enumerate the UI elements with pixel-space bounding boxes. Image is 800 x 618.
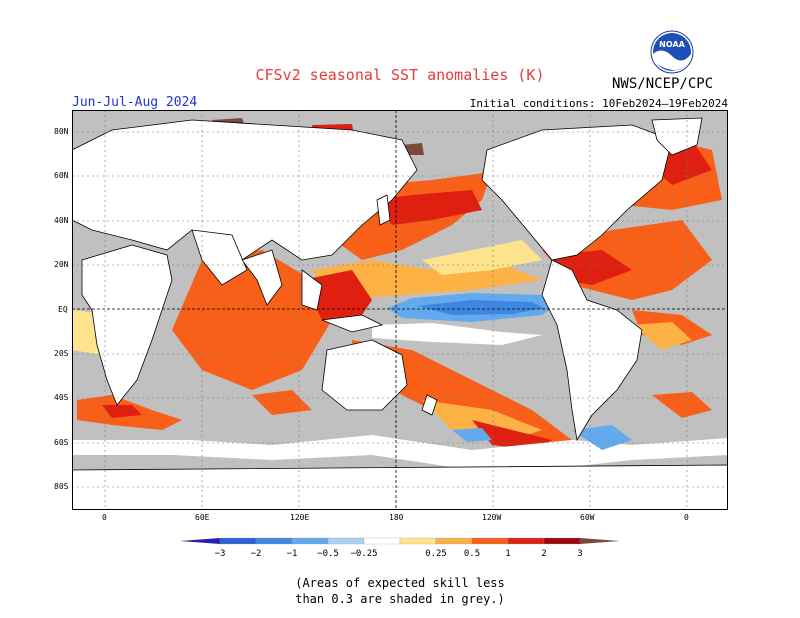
colorbar-segment bbox=[327, 537, 365, 545]
lat-label-40s: 40S bbox=[54, 393, 69, 402]
equator-dateline bbox=[72, 110, 728, 510]
colorbar-tick-label: 2 bbox=[541, 549, 546, 559]
colorbar-tick-label: 0.5 bbox=[464, 549, 480, 559]
lon-label-120e: 120E bbox=[290, 513, 310, 522]
colorbar-segment bbox=[219, 537, 257, 545]
noaa-logo: NOAA bbox=[650, 30, 694, 74]
lon-label-0-east: 0 bbox=[684, 513, 689, 522]
colorbar-segment bbox=[399, 537, 437, 545]
continents bbox=[72, 117, 728, 510]
colorbar-segment bbox=[580, 538, 620, 544]
initial-conditions: Initial conditions: 10Feb2024–19Feb2024 bbox=[469, 97, 728, 110]
colorbar-tick-label: −2 bbox=[251, 549, 262, 559]
lat-label-80n: 80N bbox=[54, 127, 69, 136]
colorbar-tick-label: −3 bbox=[215, 549, 226, 559]
colorbar-segment bbox=[471, 537, 509, 545]
lat-label-20s: 20S bbox=[54, 349, 69, 358]
skill-note-line2: than 0.3 are shaded in grey.) bbox=[295, 592, 505, 606]
colorbar-tick-label: −0.25 bbox=[350, 549, 377, 559]
colorbar-tick-label: 0.25 bbox=[425, 549, 447, 559]
map-title: CFSv2 seasonal SST anomalies (K) bbox=[255, 66, 545, 84]
colorbar-tick-label: −1 bbox=[287, 549, 298, 559]
season-label: Jun-Jul-Aug 2024 bbox=[72, 95, 198, 110]
lon-label-60e: 60E bbox=[195, 513, 210, 522]
lon-label-0: 0 bbox=[102, 513, 107, 522]
colorbar-segments bbox=[180, 537, 620, 545]
lat-label-20n: 20N bbox=[54, 260, 69, 269]
lat-label-eq: EQ bbox=[58, 305, 68, 314]
colorbar-segment bbox=[435, 537, 473, 545]
lon-label-120w: 120W bbox=[482, 513, 502, 522]
colorbar-tick-label: −0.5 bbox=[317, 549, 339, 559]
colorbar-segment bbox=[291, 537, 329, 545]
sst-anomaly-map bbox=[72, 110, 728, 510]
lat-label-60s: 60S bbox=[54, 438, 69, 447]
colorbar: −3 −2 −1 −0.5 −0.25 0.25 0.5 1 2 3 bbox=[180, 537, 620, 559]
colorbar-segment bbox=[255, 537, 293, 545]
lat-label-60n: 60N bbox=[54, 171, 69, 180]
colorbar-tick-label: 3 bbox=[577, 549, 582, 559]
lat-label-80s: 80S bbox=[54, 482, 69, 491]
agency-label: NWS/NCEP/CPC bbox=[612, 76, 714, 92]
colorbar-segment bbox=[180, 538, 220, 544]
lon-label-180: 180 bbox=[389, 513, 404, 522]
skill-note-line1: (Areas of expected skill less bbox=[295, 576, 505, 590]
colorbar-segment bbox=[507, 537, 545, 545]
map-frame bbox=[72, 110, 728, 510]
noaa-logo-text: NOAA bbox=[659, 40, 685, 49]
colorbar-segment bbox=[363, 537, 401, 545]
colorbar-tick-label: 1 bbox=[505, 549, 510, 559]
gridlines bbox=[72, 110, 728, 510]
colorbar-ticks: −3 −2 −1 −0.5 −0.25 0.25 0.5 1 2 3 bbox=[215, 549, 583, 559]
lon-label-60w: 60W bbox=[580, 513, 595, 522]
colorbar-segment bbox=[543, 537, 581, 545]
lat-label-40n: 40N bbox=[54, 216, 69, 225]
